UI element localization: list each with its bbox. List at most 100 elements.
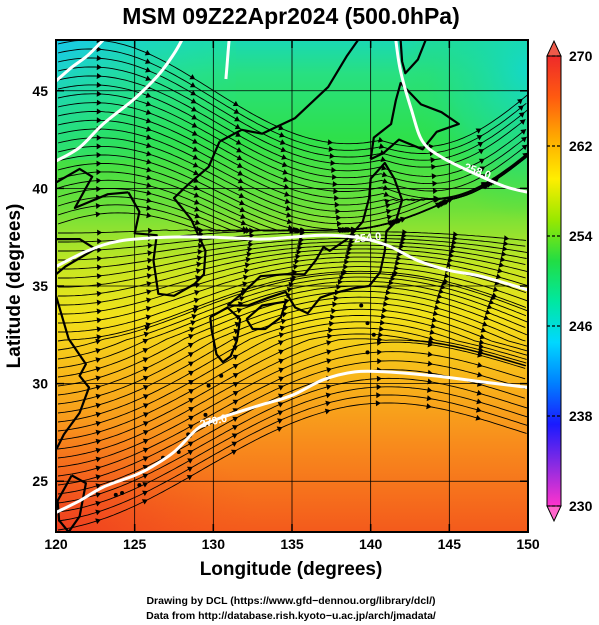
isotherm-contour: [56, 40, 184, 163]
wind-arrow: [427, 360, 433, 367]
x-axis-ticks: 120 125 130 135 140 145 150: [44, 40, 540, 552]
wind-arrow: [519, 119, 526, 125]
wind-arrow: [187, 352, 194, 358]
colorbar: 230 238 246 254 262 270: [546, 39, 593, 523]
wind-arrow: [188, 389, 194, 395]
wind-arrow: [237, 301, 244, 308]
wind-arrow: [96, 99, 102, 106]
colorbar-tick-label: 262: [569, 138, 593, 154]
wind-arrow: [381, 171, 388, 178]
wind-arrow: [400, 216, 407, 223]
wind-arrow: [479, 333, 486, 340]
wind-arrow: [401, 236, 407, 243]
wind-arrow: [376, 392, 382, 399]
wind-arrow: [244, 262, 251, 269]
wind-arrow: [334, 195, 340, 201]
wind-arrow: [141, 499, 148, 505]
wind-arrow: [279, 132, 285, 138]
wind-arrow: [375, 400, 381, 407]
island-dot: [206, 383, 211, 388]
wind-arrow: [146, 134, 152, 140]
wind-arrow: [383, 301, 389, 307]
wind-arrow: [388, 279, 394, 286]
wind-arrow: [145, 314, 152, 321]
wind-arrow: [236, 307, 243, 314]
wind-arrow: [380, 313, 387, 320]
wind-arrow: [193, 305, 200, 311]
wind-arrow: [391, 271, 397, 278]
wind-arrow: [337, 220, 342, 227]
wind-arrow: [190, 98, 197, 104]
wind-arrow: [285, 205, 291, 212]
wind-arrow: [97, 247, 103, 253]
wind-arrow: [434, 196, 441, 203]
wind-arrow: [297, 244, 303, 251]
wind-arrow: [327, 333, 333, 340]
wind-arrow: [381, 164, 387, 171]
wind-arrow: [187, 361, 194, 367]
wind-arrow: [427, 378, 433, 385]
wind-arrow: [187, 466, 193, 472]
wind-arrow: [283, 176, 289, 183]
wind-arrow: [334, 201, 340, 208]
wind-arrow: [295, 253, 301, 260]
wind-arrow: [278, 124, 284, 131]
wind-arrow: [95, 420, 102, 427]
wind-arrow: [475, 414, 482, 421]
island-dot: [120, 490, 125, 495]
wind-arrow: [195, 275, 201, 281]
wind-arrow: [236, 147, 242, 153]
wind-arrow: [438, 288, 444, 295]
wind-arrow: [382, 178, 388, 184]
wind-arrow: [232, 416, 239, 422]
wind-arrow: [284, 191, 290, 197]
wind-arrow: [236, 154, 243, 161]
wind-arrow: [191, 314, 197, 320]
colorbar-tick-label: 254: [569, 228, 593, 244]
wind-arrow: [96, 308, 102, 315]
wind-arrow: [95, 366, 102, 373]
coast-korea: [127, 141, 221, 297]
wind-arrow: [96, 81, 102, 88]
wind-arrow: [237, 170, 244, 176]
wind-arrow: [193, 184, 200, 191]
wind-arrow: [520, 136, 527, 143]
wind-arrow: [198, 243, 204, 249]
wind-arrow: [196, 261, 202, 268]
streamline: [57, 93, 528, 192]
wind-arrow: [189, 82, 196, 88]
y-tick-label: 30: [32, 376, 48, 392]
coast-russia: [219, 40, 359, 143]
wind-arrow: [426, 403, 432, 410]
wind-arrow: [248, 241, 254, 248]
wind-arrow: [146, 189, 152, 196]
wind-arrow: [385, 289, 391, 296]
wind-arrow: [325, 392, 332, 399]
streamline: [58, 266, 528, 333]
wind-arrow: [293, 263, 299, 270]
wind-arrow: [142, 394, 149, 400]
streamline: [57, 57, 528, 161]
wind-arrow: [95, 509, 101, 516]
wind-arrow: [231, 433, 238, 439]
y-axis-ticks: 25 30 35 40 45: [32, 83, 528, 489]
wind-arrow: [429, 329, 435, 335]
island-dot: [359, 303, 364, 308]
wind-arrow: [432, 188, 438, 194]
wind-arrow: [95, 402, 102, 409]
wind-arrow: [345, 254, 351, 261]
wind-arrow: [142, 403, 149, 409]
wind-arrow: [193, 199, 200, 205]
wind-arrow: [431, 164, 437, 170]
wind-arrow: [145, 100, 152, 107]
wind-arrow: [396, 255, 402, 262]
wind-arrow: [397, 251, 403, 258]
wind-arrow: [95, 456, 102, 463]
wind-arrow: [193, 297, 200, 304]
wind-arrow: [194, 206, 200, 212]
wind-arrow: [232, 364, 239, 370]
streamline: [57, 386, 528, 513]
map-title: MSM 09Z22Apr2024 (500.0hPa): [122, 3, 460, 29]
streamline: [57, 402, 527, 531]
wind-arrow: [187, 342, 194, 349]
